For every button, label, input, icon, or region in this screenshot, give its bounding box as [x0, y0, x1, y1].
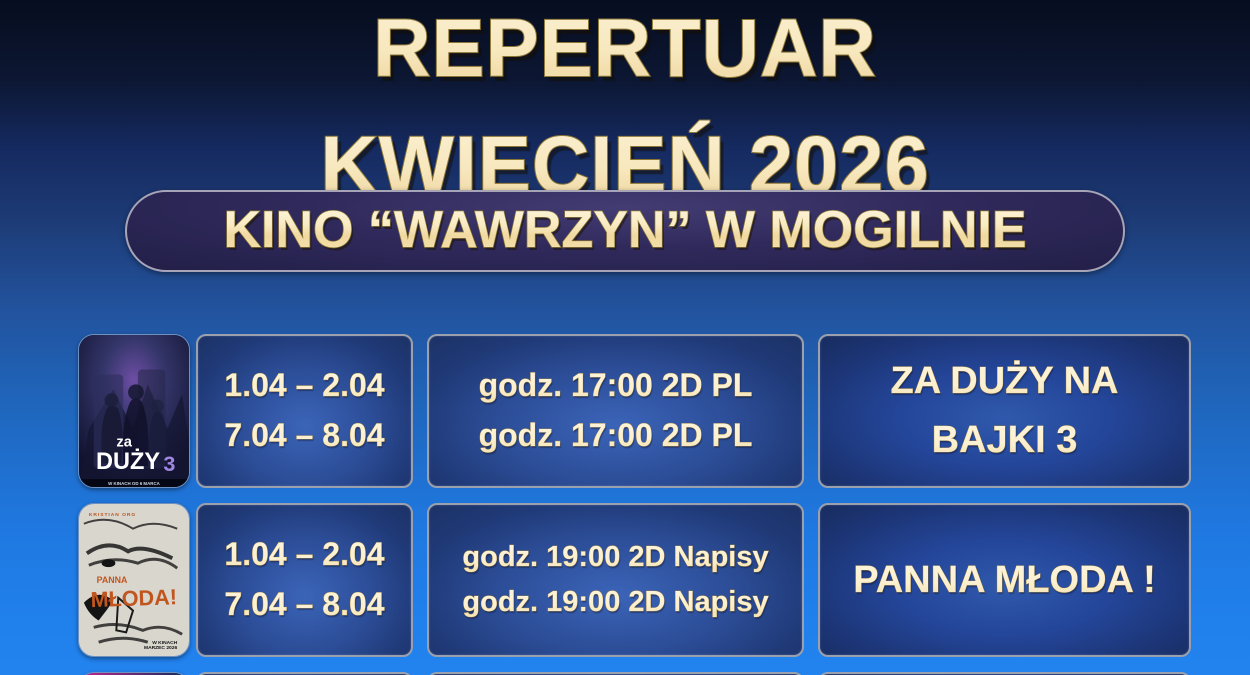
svg-text:za: za — [116, 435, 132, 451]
svg-text:KRISTIAN ORG: KRISTIAN ORG — [89, 512, 136, 518]
svg-text:MŁODA!: MŁODA! — [90, 584, 177, 612]
svg-text:W KINACH OD 6 MARCA: W KINACH OD 6 MARCA — [108, 481, 161, 486]
svg-text:DUŻY: DUŻY — [96, 448, 160, 475]
svg-text:MARZEC 2026: MARZEC 2026 — [144, 645, 177, 651]
svg-text:3: 3 — [163, 451, 175, 476]
svg-text:PANNA: PANNA — [97, 575, 128, 585]
